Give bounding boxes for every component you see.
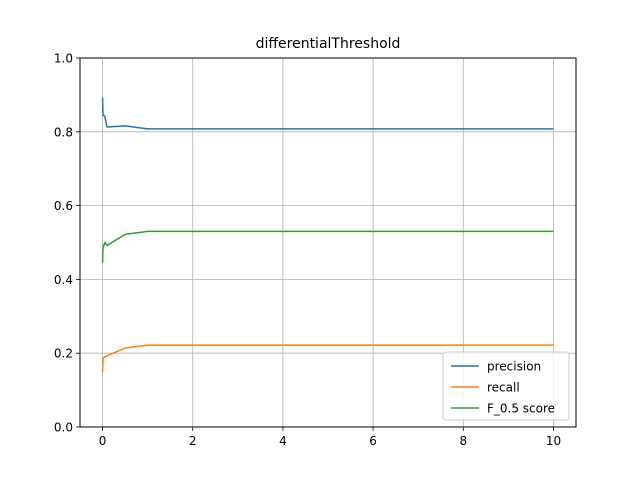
y-tick-label: 0.2 xyxy=(54,347,73,361)
legend-label: recall xyxy=(487,381,520,395)
legend-box xyxy=(442,351,570,421)
y-tick-label: 0.6 xyxy=(54,199,73,213)
axis-ticks: 0 2 4 6 8 10 0.0 0.2 0.4 0.6 0.8 1.0 xyxy=(54,52,561,449)
series-line-recall xyxy=(101,344,554,373)
y-tick-label: 0.8 xyxy=(54,125,73,139)
y-tick-label: 1.0 xyxy=(54,52,73,66)
y-tick-label: 0.0 xyxy=(54,421,73,435)
legend: precision recall F_0.5 score xyxy=(442,351,570,421)
chart-title: differentialThreshold xyxy=(256,36,401,52)
plot-area-frame xyxy=(79,57,577,428)
x-tick-label: 6 xyxy=(369,434,377,448)
grid xyxy=(80,57,576,428)
x-tick-label: 2 xyxy=(189,434,197,448)
legend-label: precision xyxy=(487,360,541,374)
legend-label: F_0.5 score xyxy=(487,402,555,416)
series-line-f-0-5-score xyxy=(101,230,554,263)
x-tick-label: 8 xyxy=(459,434,467,448)
series-lines xyxy=(101,97,554,373)
x-tick-label: 10 xyxy=(546,434,561,448)
x-tick-label: 0 xyxy=(99,434,107,448)
y-tick-label: 0.4 xyxy=(54,273,73,287)
x-tick-label: 4 xyxy=(279,434,287,448)
series-line-precision xyxy=(101,97,554,130)
